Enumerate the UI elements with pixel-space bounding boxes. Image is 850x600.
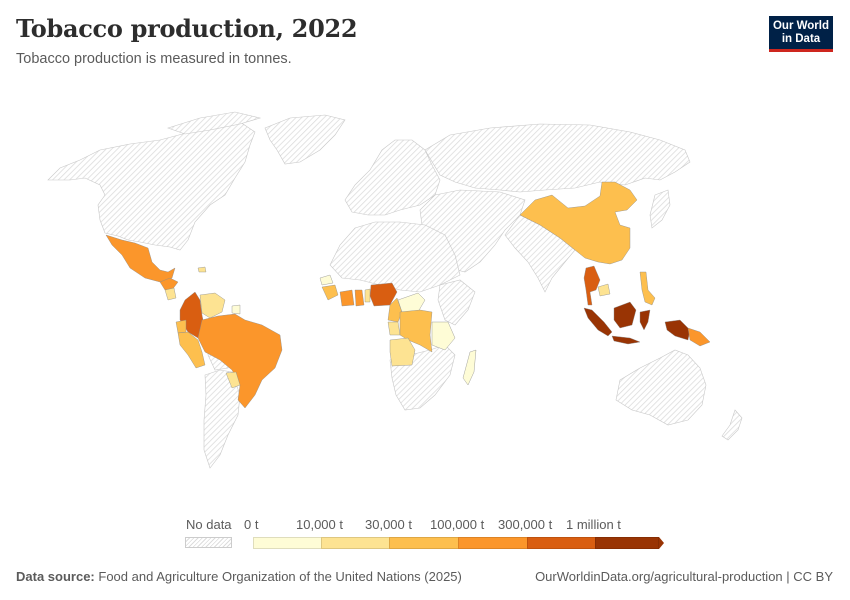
legend-bin-2[interactable] [389,537,459,549]
legend-tick-5: 1 million t [566,517,621,532]
region-central-america [159,277,179,291]
owid-logo[interactable]: Our World in Data [769,16,833,52]
legend-bin-1[interactable] [321,537,390,549]
legend-tick-0: 0 t [244,517,259,532]
region-philippines [639,271,656,306]
chart-subtitle: Tobacco production is measured in tonnes… [16,51,292,67]
footer-source: Data source: Food and Agriculture Organi… [16,569,462,584]
region-arctic-islands [167,111,262,135]
region-japan [649,189,671,229]
legend-bin-4[interactable] [527,537,596,549]
legend-bin-3[interactable] [458,537,528,549]
region-cambodia [597,283,611,297]
region-indonesia-sulawesi [639,309,651,331]
region-europe [344,139,441,216]
region-car [397,292,426,313]
region-papua-new-guinea [687,327,711,347]
region-russia [424,123,691,193]
region-paraguay [225,371,241,389]
source-label: Data source: [16,569,95,584]
region-tanzania [431,321,456,351]
region-guinea [321,284,339,301]
region-china [519,181,638,265]
no-data-regions [47,111,743,469]
region-dominican-republic [197,266,207,273]
region-southern-south-america [203,369,241,469]
region-australia [615,349,707,426]
region-indonesia-sumatra [583,307,613,337]
legend-bin-5[interactable] [595,537,659,549]
region-nicaragua [164,287,177,301]
region-indonesia-java [611,335,641,345]
region-north-africa [329,221,461,293]
region-gabon-congo [387,321,401,336]
legend: No data 0 t 10,000 t 30,000 t 100,000 t … [0,512,850,552]
legend-bin-0[interactable] [253,537,322,549]
legend-tick-4: 300,000 t [498,517,553,532]
region-indonesia-borneo [613,301,637,329]
legend-tick-1: 10,000 t [296,517,343,532]
data-regions [105,181,711,409]
region-peru [177,331,206,369]
region-venezuela [199,292,226,319]
footer-url[interactable]: OurWorldinData.org/agricultural-producti… [535,569,833,584]
region-drc [399,309,433,353]
region-ecuador [175,319,187,334]
legend-no-data-label: No data [186,517,232,532]
source-text: Food and Agriculture Organization of the… [98,569,462,584]
region-suriname [231,304,241,315]
region-greenland [264,114,346,165]
chart-title: Tobacco production, 2022 [16,14,358,43]
region-north-america [47,121,256,251]
region-east-africa [437,279,476,326]
region-new-zealand [721,409,743,441]
region-thailand [583,265,601,306]
logo-line-2: in Data [781,32,821,45]
legend-tick-2: 30,000 t [365,517,412,532]
legend-tick-3: 100,000 t [430,517,485,532]
legend-no-data-swatch[interactable] [185,537,232,548]
region-brazil [197,313,283,409]
region-mexico [105,234,176,283]
region-ghana [354,289,365,307]
region-indonesia-papua [664,319,691,341]
region-angola [389,337,416,367]
logo-line-1: Our World [772,19,829,32]
region-madagascar [462,349,477,386]
region-benin-togo [364,288,371,303]
region-cote-divoire [339,289,355,307]
region-senegal [319,274,334,286]
world-map [47,111,743,469]
legend-arrow-icon [659,537,664,549]
